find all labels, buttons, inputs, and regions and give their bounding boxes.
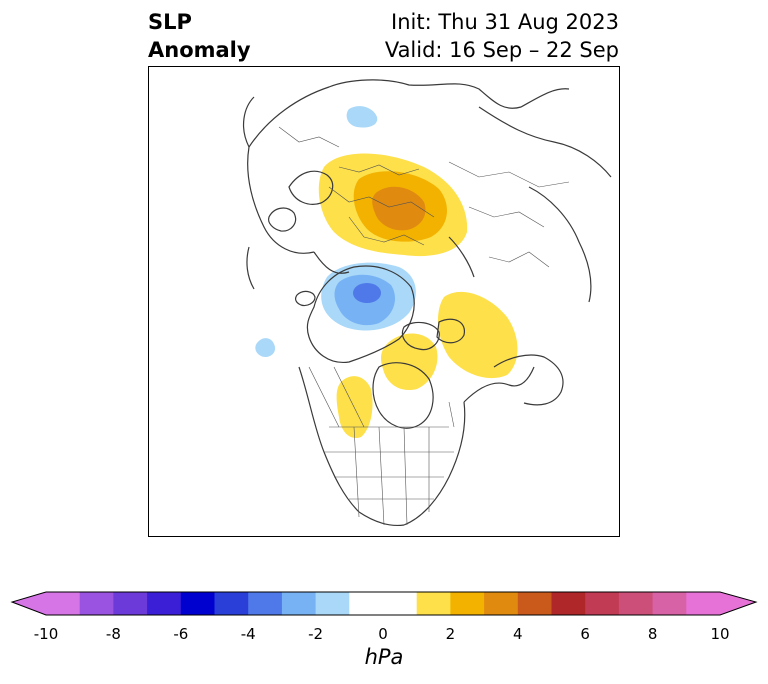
map-panel: [148, 66, 620, 537]
colorbar-cell: [517, 592, 552, 615]
colorbar-cell: [416, 592, 451, 615]
colorbar: [10, 591, 758, 616]
colorbar-cell: [686, 592, 721, 615]
colorbar-cell: [652, 592, 687, 615]
anomaly-fields: [255, 106, 518, 439]
colorbar-cell: [46, 592, 81, 615]
state-borders: [308, 366, 455, 526]
colorbar-cell: [248, 592, 283, 615]
colorbar-tick-label: -8: [105, 625, 121, 643]
coastlines: [242, 79, 612, 527]
positive-anomaly-pacific: [437, 291, 518, 379]
colorbar-tick-label: -6: [173, 625, 189, 643]
colorbar-cell: [551, 592, 586, 615]
colorbar-tick-label: 4: [513, 625, 523, 643]
negative-anomaly-greenland-sea: [321, 262, 416, 331]
colorbar-tick-label: 2: [445, 625, 456, 643]
positive-anomaly-central-canada: [381, 333, 438, 391]
negative-anomaly-small-north: [346, 106, 378, 128]
colorbar-cell: [113, 592, 148, 615]
colorbar-cell: [585, 592, 620, 615]
colorbar-tick-label: 6: [580, 625, 590, 643]
colorbar-cell: [147, 592, 182, 615]
colorbar-cell: [180, 592, 215, 615]
colorbar-tick-label: -4: [240, 625, 256, 643]
polar-map: [242, 79, 612, 527]
negative-anomaly-small-atlantic: [255, 338, 276, 357]
valid-range: Valid: 16 Sep – 22 Sep: [384, 38, 619, 62]
title-line-1: SLP: [148, 10, 192, 34]
colorbar-cell: [315, 592, 350, 615]
country-borders: [278, 126, 570, 268]
colorbar-cell: [450, 592, 485, 615]
colorbar-unit-label: hPa: [364, 645, 404, 669]
map-title: SLP Anomaly: [148, 8, 251, 64]
colorbar-cell: [214, 592, 249, 615]
colorbar-cell: [349, 592, 384, 615]
colorbar-tick-label: 10: [710, 625, 730, 643]
init-date: Init: Thu 31 Aug 2023: [391, 10, 619, 34]
colorbar-outline: [10, 591, 758, 616]
colorbar-cell: [484, 592, 519, 615]
colorbar-cell: [383, 592, 418, 615]
colorbar-tick-label: -2: [308, 625, 324, 643]
colorbar-tick-label: 0: [378, 625, 388, 643]
title-line-2: Anomaly: [148, 38, 251, 62]
colorbar-tick-label: 8: [647, 625, 658, 643]
colorbar-cell: [281, 592, 317, 615]
forecast-dates: Init: Thu 31 Aug 2023 Valid: 16 Sep – 22…: [385, 8, 619, 64]
colorbar-cell: [79, 592, 114, 615]
colorbar-cell: [618, 592, 654, 615]
colorbar-cells: [46, 592, 721, 615]
positive-anomaly-western-canada: [336, 376, 373, 439]
positive-anomaly-scandinavia: [318, 153, 468, 257]
colorbar-tick-label: -10: [33, 625, 59, 643]
colorbar-extend-low: [12, 592, 46, 615]
colorbar-extend-high: [720, 592, 756, 615]
